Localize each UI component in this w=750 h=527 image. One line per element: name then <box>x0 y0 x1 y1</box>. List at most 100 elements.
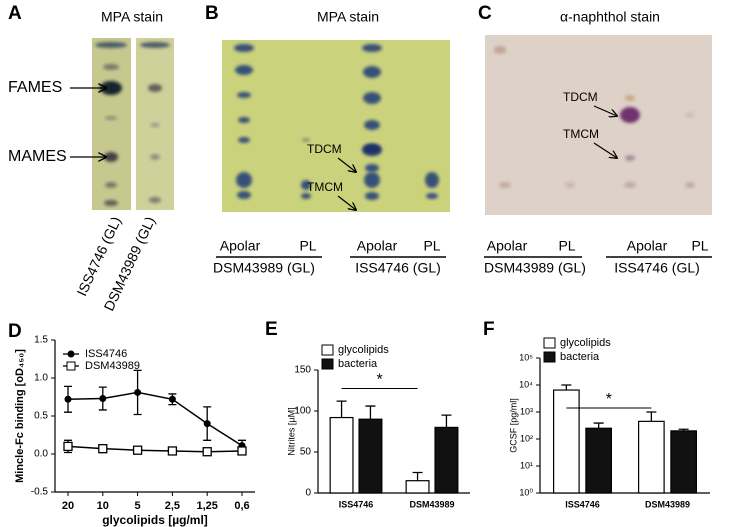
tlc-band <box>624 182 636 188</box>
tlc-band <box>685 182 695 188</box>
bar <box>552 389 580 494</box>
tlc-band <box>364 172 380 188</box>
arrow <box>593 142 617 158</box>
legend-marker <box>66 361 76 371</box>
panel-label: F <box>483 319 495 340</box>
tlc-band <box>686 112 694 118</box>
legend-swatch <box>543 351 556 363</box>
error-bar <box>646 411 657 422</box>
y-tick-label: 10⁴ <box>519 379 533 389</box>
panel-label: C <box>478 3 492 24</box>
y-tick-label: 10⁰ <box>519 487 533 497</box>
y-tick-label: 10¹ <box>520 460 533 470</box>
legend-swatch <box>321 358 334 370</box>
bar <box>405 480 430 494</box>
x-axis-label: glycolipids [µg/ml] <box>102 513 208 527</box>
panel-label: B <box>205 3 219 24</box>
arrow <box>337 195 356 210</box>
legend-label: ISS4746 <box>85 348 127 360</box>
plate-c <box>485 35 712 215</box>
y-axis-label: Mincle-Fc binding [oD₄₅₀] <box>14 349 26 483</box>
x-tick-label: 20 <box>62 500 74 512</box>
legend-marker <box>67 350 75 358</box>
tlc-band <box>364 120 380 130</box>
tlc-band <box>238 137 250 143</box>
bar <box>358 418 383 494</box>
tlc-band <box>234 44 254 52</box>
group-label: DSM43989 (GL) <box>213 260 315 276</box>
tlc-band <box>425 172 439 188</box>
x-tick-label: 2,5 <box>165 500 180 512</box>
lane-label: PL <box>691 238 708 254</box>
significance-label: * <box>606 391 612 408</box>
y-tick-label: 10³ <box>520 406 533 416</box>
bar <box>637 420 665 494</box>
y-tick-label: 0 <box>305 488 311 499</box>
tlc-band <box>625 95 635 101</box>
y-tick-label: -0.5 <box>31 487 49 498</box>
line <box>67 445 243 453</box>
y-tick-label: 10⁵ <box>519 352 533 362</box>
legend-swatch <box>543 337 556 349</box>
y-tick-label: 0.0 <box>34 449 48 460</box>
legend-label: glycolipids <box>560 337 611 349</box>
tlc-band <box>140 42 170 48</box>
band-label: TMCM <box>307 180 343 194</box>
y-axis-label: Nitrites [µM] <box>286 407 296 455</box>
point <box>237 446 247 456</box>
lane-label: PL <box>423 238 440 254</box>
legend-label: DSM43989 <box>85 360 140 372</box>
tlc-band <box>104 200 118 206</box>
tlc-band <box>236 172 252 188</box>
tlc-band <box>363 66 381 78</box>
point <box>168 395 176 403</box>
arrow <box>593 105 617 116</box>
tlc-band <box>148 84 162 92</box>
tlc-band <box>238 117 250 123</box>
point <box>167 446 178 456</box>
legend-label: glycolipids <box>338 344 389 356</box>
bar <box>434 426 459 494</box>
panel-title: MPA stain <box>101 9 163 25</box>
tlc-band <box>105 182 117 188</box>
lane-label: Apolar <box>627 238 668 254</box>
tlc-band <box>150 123 160 127</box>
point <box>98 444 108 454</box>
significance-label: * <box>376 372 382 389</box>
lane-label: Apolar <box>220 238 261 254</box>
x-tick-label: 0,6 <box>234 500 249 512</box>
plate-b <box>222 40 450 212</box>
y-tick-label: 100 <box>294 406 311 417</box>
band-label: TDCM <box>307 142 342 156</box>
tlc-band <box>620 107 640 123</box>
tlc-band <box>565 182 575 188</box>
point <box>134 388 142 396</box>
lane-label: PL <box>558 238 575 254</box>
legend-label: bacteria <box>338 358 378 370</box>
panel-title: α-naphthol stain <box>560 9 660 25</box>
tlc-band <box>150 154 160 160</box>
y-tick-label: 1.5 <box>34 335 48 346</box>
error-bar <box>412 471 423 481</box>
error-bar <box>593 422 604 429</box>
arrow <box>337 157 356 172</box>
band-label: FAMES <box>8 79 62 96</box>
band-label: TDCM <box>563 90 598 104</box>
bar <box>670 430 698 494</box>
point <box>202 447 212 457</box>
bar <box>329 416 354 494</box>
tlc-band <box>95 42 127 48</box>
tlc-band <box>237 92 251 98</box>
y-tick-label: 1.0 <box>34 373 48 384</box>
point <box>63 441 73 452</box>
tlc-band <box>426 193 438 199</box>
tlc-band <box>105 116 117 120</box>
band-label: TMCM <box>563 127 599 141</box>
point <box>203 420 211 428</box>
x-tick-label: 5 <box>135 500 141 512</box>
x-tick-label: ISS4746 <box>339 499 374 509</box>
error-bar <box>561 384 572 391</box>
tlc-band <box>237 191 251 199</box>
lane-label: Apolar <box>487 238 528 254</box>
